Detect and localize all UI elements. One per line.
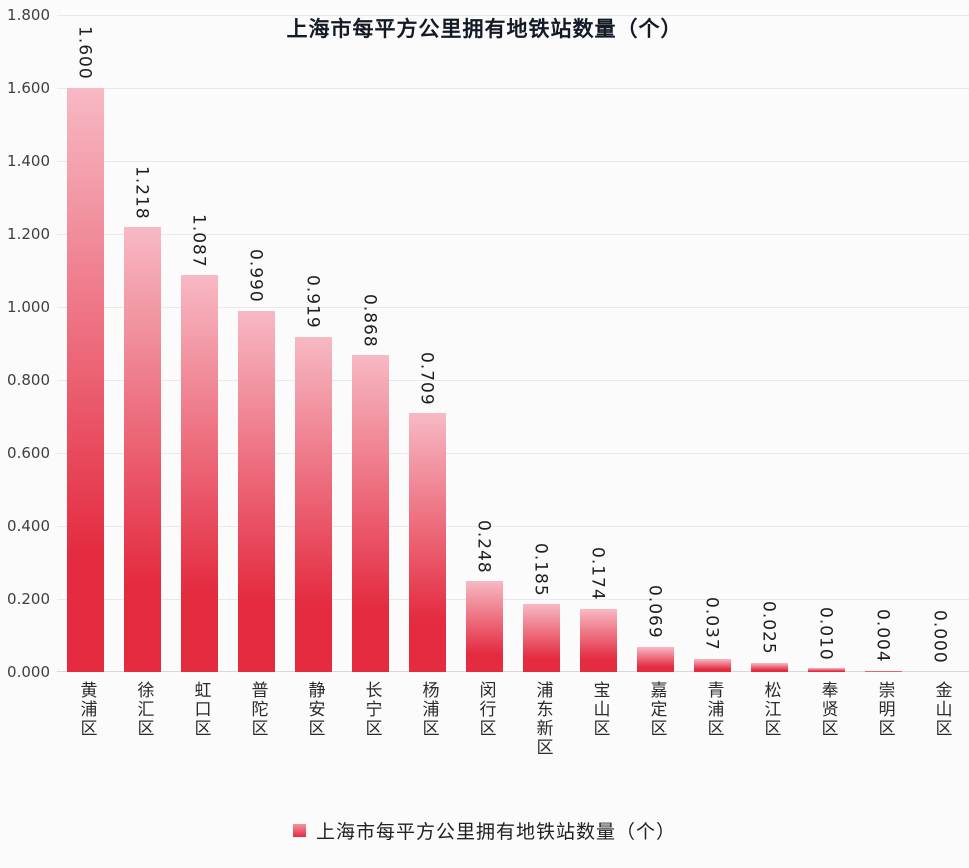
bar-value-label: 0.069 (644, 585, 665, 639)
y-tick-label: 0.000 (7, 663, 50, 681)
x-category-label: 徐汇区 (133, 681, 154, 738)
x-category-label: 崇明区 (874, 681, 895, 738)
bar-value-label: 0.709 (416, 351, 437, 406)
bar-value-label: 0.990 (245, 248, 266, 303)
x-category-label: 松江区 (760, 681, 781, 738)
x-category-label: 杨浦区 (418, 681, 439, 738)
x-category-label: 黄浦区 (76, 681, 97, 738)
bar (523, 604, 560, 672)
gridline (57, 453, 969, 454)
x-axis-line (57, 671, 969, 672)
bar-value-label: 0.004 (872, 608, 893, 663)
y-tick-label: 1.800 (7, 6, 50, 24)
plot-area: 1.600 黄浦区 1.218 徐汇区 1.087 虹口区 0.990 普陀区 0.919 静安区… (57, 15, 969, 757)
x-category-label: 金山区 (931, 681, 952, 738)
x-category-label: 普陀区 (247, 681, 268, 738)
bar-value-label: 0.185 (530, 542, 551, 597)
bar (466, 581, 503, 672)
gridline (57, 307, 969, 308)
bar (637, 646, 674, 672)
bar-value-label: 0.037 (701, 596, 722, 651)
gridline (57, 15, 969, 16)
legend-marker-icon (292, 823, 306, 837)
y-tick-label: 1.200 (7, 225, 50, 243)
y-tick-label: 1.000 (7, 298, 50, 316)
bar-value-label: 0.000 (929, 610, 950, 664)
bar-value-label: 1.600 (74, 26, 95, 80)
legend-label: 上海市每平方公里拥有地铁站数量（个） (315, 820, 676, 843)
x-category-label: 奉贤区 (817, 681, 838, 738)
legend: 上海市每平方公里拥有地铁站数量（个） (0, 810, 969, 850)
bar (124, 227, 161, 672)
bar-value-label: 0.010 (815, 606, 836, 661)
gridline (57, 234, 969, 235)
gridline (57, 526, 969, 527)
x-category-label: 长宁区 (361, 681, 382, 738)
chart-title: 上海市每平方公里拥有地铁站数量（个） (286, 16, 683, 41)
gridline (57, 599, 969, 600)
bar (181, 275, 218, 672)
bar (295, 336, 332, 672)
bar-value-label: 1.087 (188, 213, 209, 268)
y-tick-label: 1.400 (7, 152, 50, 170)
y-tick-label: 0.400 (7, 517, 50, 535)
x-category-label: 青浦区 (703, 681, 724, 738)
bar-value-label: 1.218 (131, 165, 152, 220)
bar-value-label: 0.868 (359, 293, 380, 348)
x-category-label: 宝山区 (589, 681, 610, 738)
gridline (57, 380, 969, 381)
y-tick-label: 1.600 (7, 79, 50, 97)
y-tick-label: 0.200 (7, 590, 50, 608)
x-category-label: 静安区 (304, 681, 325, 738)
bar-value-label: 0.919 (302, 274, 323, 329)
y-tick-label: 0.600 (7, 444, 50, 462)
gridline (57, 161, 969, 162)
bar-value-label: 0.248 (473, 519, 494, 574)
bar (352, 355, 389, 672)
bar (808, 668, 845, 672)
bar (694, 658, 731, 672)
x-category-label: 嘉定区 (646, 681, 667, 738)
bar (67, 88, 104, 672)
gridline (57, 88, 969, 89)
x-category-label: 虹口区 (190, 681, 211, 738)
x-category-label: 浦东新区 (532, 681, 553, 757)
bar-value-label: 0.025 (758, 601, 779, 655)
bar (865, 670, 902, 672)
y-tick-label: 0.800 (7, 371, 50, 389)
bar-value-label: 0.174 (587, 546, 608, 601)
x-category-label: 闵行区 (475, 681, 496, 738)
bar (580, 608, 617, 672)
bar (751, 662, 788, 672)
bar (409, 413, 446, 672)
bar (238, 310, 275, 672)
